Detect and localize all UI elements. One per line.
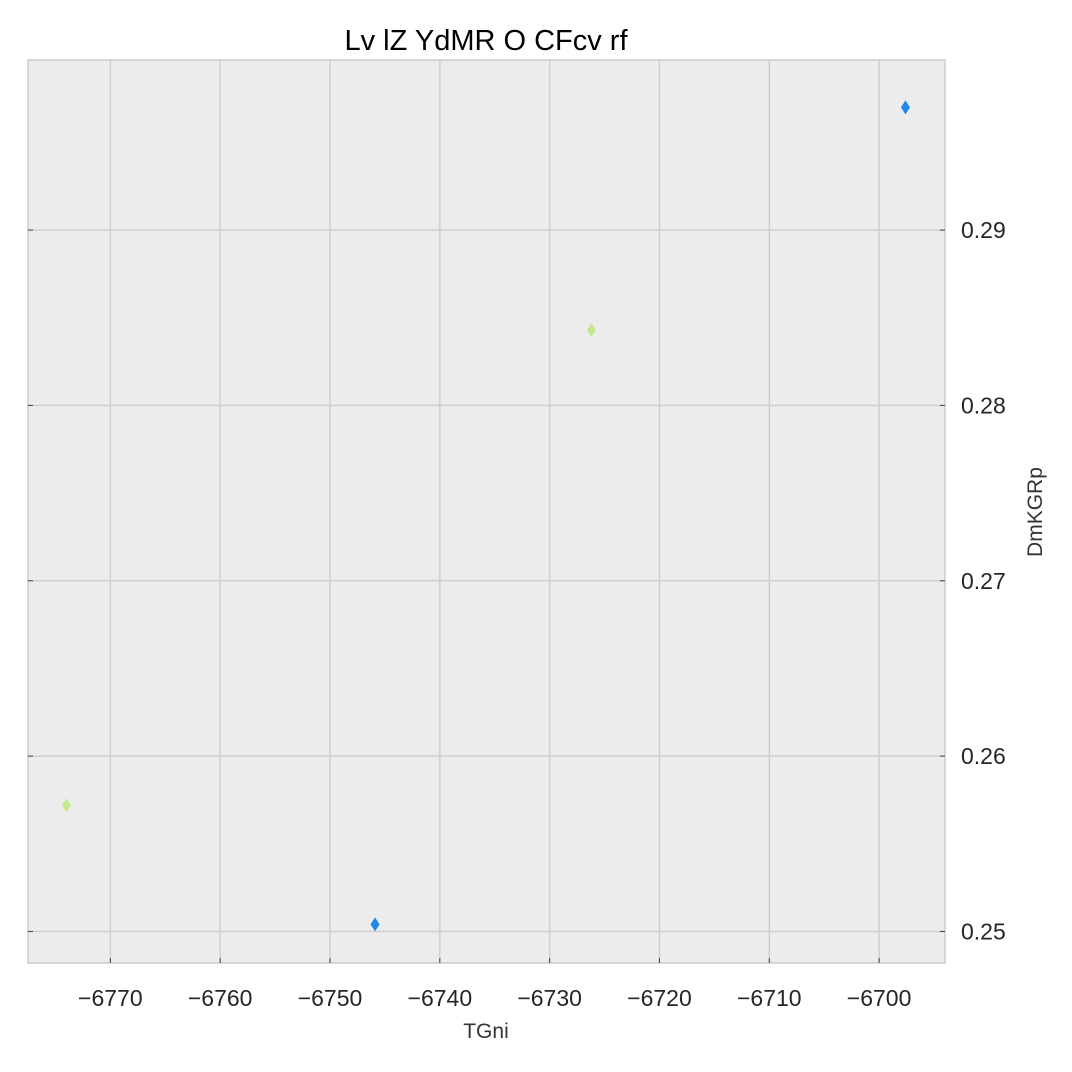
y-tick-label: 0.27 <box>961 568 1006 594</box>
data-point <box>61 798 71 813</box>
data-point <box>370 917 380 932</box>
data-points <box>61 100 910 932</box>
x-tick-label: −6770 <box>78 985 143 1011</box>
chart-title: Lv lZ YdMR O CFcv rf <box>344 25 628 57</box>
x-axis-label: TGni <box>463 1020 509 1043</box>
y-tick-label: 0.29 <box>961 217 1006 243</box>
grid-lines <box>28 60 945 963</box>
y-axis-label: DmKGRp <box>1024 467 1047 557</box>
x-tick-label: −6720 <box>627 985 692 1011</box>
data-point <box>900 100 910 115</box>
data-point <box>586 323 596 338</box>
x-tick-label: −6730 <box>517 985 582 1011</box>
x-tick-label: −6740 <box>408 985 473 1011</box>
y-tick-label: 0.28 <box>961 392 1006 418</box>
x-tick-label: −6750 <box>298 985 363 1011</box>
x-tick-label: −6710 <box>737 985 802 1011</box>
plot-area <box>27 59 946 964</box>
y-tick-label: 0.26 <box>961 743 1006 769</box>
axis-ticks: −6770 −6760 −6750 −6740 −6730 −6720 −6710 −6700… <box>28 217 1006 1011</box>
x-tick-label: −6700 <box>847 985 912 1011</box>
x-tick-label: −6760 <box>188 985 253 1011</box>
y-tick-label: 0.25 <box>961 918 1006 944</box>
